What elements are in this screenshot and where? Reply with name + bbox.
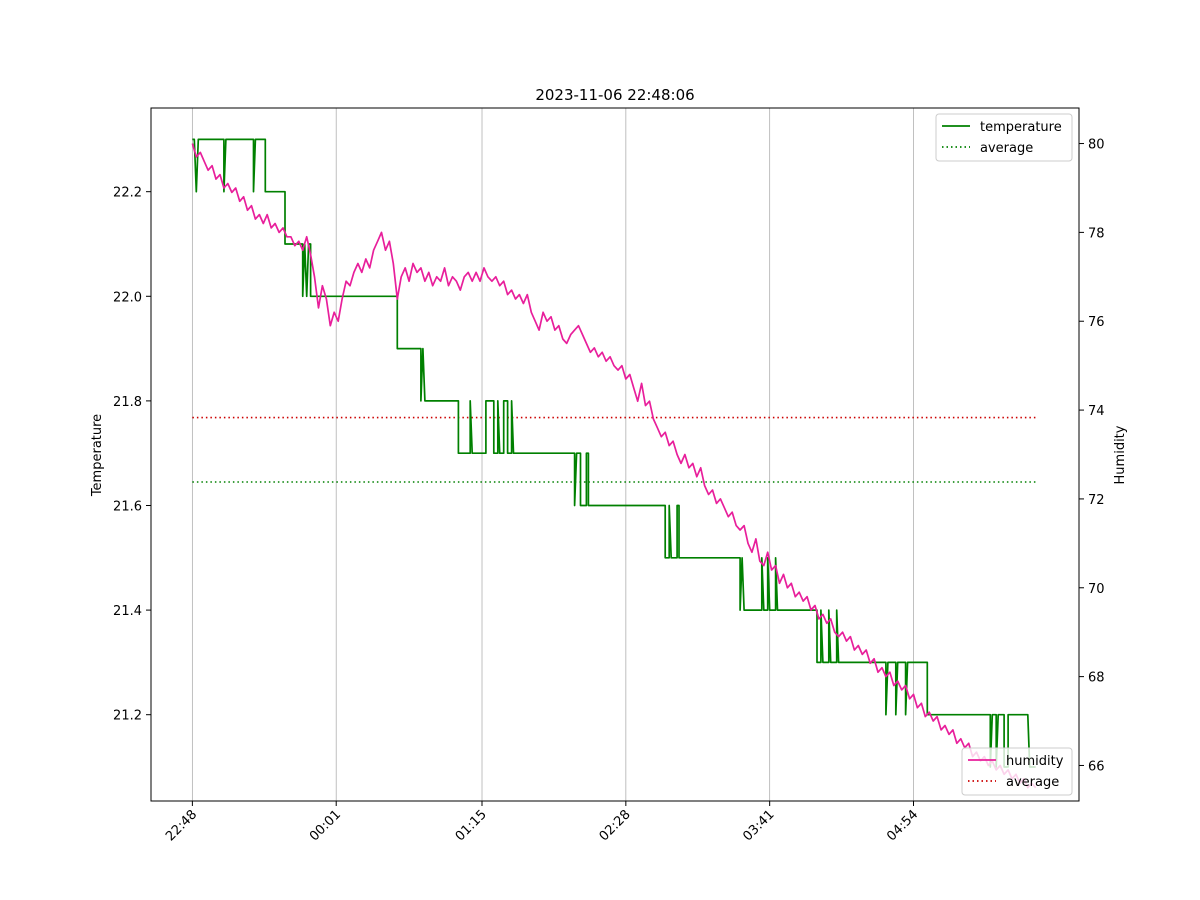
y-right-tick-label: 76 [1088, 315, 1105, 330]
series-line-temperature [192, 138, 1036, 768]
legend-label-humidity: humidity [1006, 754, 1064, 769]
y-right-tick-label: 72 [1088, 493, 1105, 508]
y-left-tick-label: 21.2 [113, 709, 142, 724]
y-left-tick-label: 21.4 [113, 604, 142, 619]
y-left-tick-label: 22.2 [113, 186, 142, 201]
x-gridlines [191, 108, 914, 801]
y-right-tick-label: 74 [1088, 404, 1105, 419]
y-right-tick-label: 70 [1088, 582, 1105, 597]
y-left-tick-label: 22.0 [113, 290, 142, 305]
plot-frame [150, 107, 1080, 802]
legend-upper-right: temperature average [935, 113, 1073, 162]
y-right-tick-label: 78 [1088, 226, 1105, 241]
y-right-tick-label: 68 [1088, 671, 1105, 686]
legend-lower-right: humidity average [961, 747, 1073, 796]
y-left-tick-label: 21.6 [113, 499, 142, 514]
y-left-tick-label: 21.8 [113, 395, 142, 410]
y-right-tick-label: 80 [1088, 138, 1105, 153]
legend-label-temperature: temperature [980, 120, 1062, 135]
legend-label-humidity-average: average [1006, 775, 1059, 790]
y-left-axis-ticks: 21.2 21.4 21.6 21.8 22.0 22.2 [113, 186, 151, 724]
y-right-axis-ticks: 66 68 70 72 74 76 78 80 [1079, 138, 1105, 774]
average-lines [192, 416, 1038, 483]
legend-label-temperature-average: average [980, 141, 1033, 156]
series-lines [191, 138, 1037, 789]
series-line-humidity [191, 143, 1037, 789]
y-left-axis-label: Temperature [90, 414, 105, 497]
y-right-axis-label: Humidity [1113, 425, 1128, 484]
y-right-tick-label: 66 [1088, 759, 1105, 774]
chart-title: 2023-11-06 22:48:06 [535, 86, 694, 104]
